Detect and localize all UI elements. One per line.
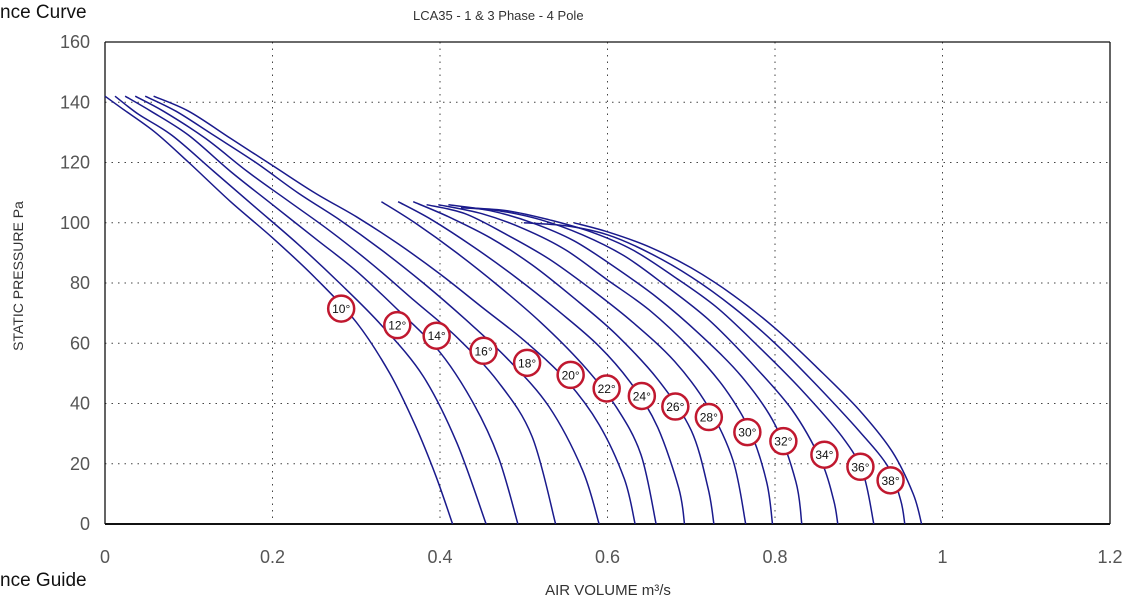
blade-angle-marker: 30°	[733, 417, 762, 447]
blade-angle-circle	[876, 466, 905, 495]
x-tick-label: 0.2	[260, 547, 285, 567]
blade-angle-label: 36°	[851, 460, 869, 474]
performance-curve	[412, 201, 715, 525]
y-tick-label: 0	[80, 514, 90, 534]
blade-angle-circle	[469, 336, 498, 366]
performance-curve	[124, 95, 519, 525]
blade-angle-label: 24°	[633, 389, 651, 403]
y-tick-label: 60	[70, 333, 90, 353]
y-tick-label: 80	[70, 273, 90, 293]
blade-angle-circle	[733, 417, 762, 447]
blade-angle-marker: 18°	[512, 348, 542, 378]
performance-curve	[114, 95, 487, 525]
section-heading-bottom: nce Guide	[0, 570, 87, 591]
blade-angle-label: 16°	[474, 344, 492, 358]
blade-angle-marker: 32°	[769, 426, 798, 456]
y-tick-label: 100	[60, 213, 90, 233]
blade-angle-label: 26°	[666, 400, 684, 414]
tick-labels: 0 0.2 0.4 0.6 0.8 1 1.2 0 20 40 60 80 100 120 140 160	[60, 32, 1123, 567]
performance-curve	[397, 201, 686, 525]
performance-curve	[134, 95, 557, 525]
performance-curve	[144, 95, 600, 525]
y-axis-label: STATIC PRESSURE Pa	[10, 201, 26, 351]
performance-curve	[153, 95, 636, 525]
blade-angle-marker: 28°	[694, 402, 724, 432]
blade-angle-labels: 10° 12° 14° 16° 18° 20° 22° 24° 26° 28° 30° 32° 34° 3…	[326, 294, 905, 495]
performance-curve	[438, 203, 774, 525]
x-tick-label: 0.6	[595, 547, 620, 567]
y-tick-label: 160	[60, 32, 90, 52]
x-tick-label: 0	[100, 547, 110, 567]
blade-angle-circle	[592, 374, 621, 403]
x-axis-label: AIR VOLUME m³/s	[545, 582, 671, 599]
y-tick-label: 40	[70, 394, 90, 414]
performance-curve	[448, 203, 803, 525]
blade-angle-marker: 24°	[627, 381, 657, 411]
blade-angle-marker: 20°	[556, 360, 585, 390]
blade-angle-label: 28°	[700, 411, 718, 425]
blade-angle-label: 38°	[881, 474, 899, 488]
axes	[104, 41, 1111, 525]
y-tick-label: 20	[70, 454, 90, 474]
blade-angle-label: 34°	[815, 448, 833, 462]
x-tick-label: 1.2	[1097, 547, 1122, 567]
blade-angle-marker: 36°	[846, 452, 875, 482]
performance-curve	[381, 201, 657, 525]
blade-angle-marker: 12°	[383, 310, 412, 340]
blade-angle-label: 12°	[388, 319, 406, 333]
blade-angle-circle	[383, 310, 412, 340]
blade-angle-circle	[326, 294, 356, 323]
blade-angle-circle	[769, 426, 798, 456]
x-tick-label: 0.4	[427, 547, 452, 567]
blade-angle-label: 32°	[774, 435, 792, 449]
blade-angle-marker: 26°	[661, 392, 690, 421]
blade-angle-label: 30°	[738, 426, 756, 440]
blade-angle-circle	[422, 321, 451, 350]
performance-curve	[104, 95, 454, 525]
chart-title: LCA35 - 1 & 3 Phase - 4 Pole	[413, 8, 584, 23]
y-tick-label: 120	[60, 153, 90, 173]
blade-angle-circle	[810, 440, 839, 469]
blade-angle-marker: 16°	[469, 336, 498, 366]
blade-angle-marker: 38°	[876, 466, 905, 495]
performance-curve	[573, 222, 923, 525]
blade-angle-circle	[846, 452, 875, 482]
grid	[105, 42, 1110, 524]
blade-angle-label: 20°	[562, 368, 580, 382]
blade-angle-circle	[627, 381, 657, 411]
performance-curve	[426, 203, 747, 525]
blade-angle-label: 18°	[518, 356, 536, 370]
blade-angle-circle	[512, 348, 542, 378]
blade-angle-label: 10°	[332, 302, 350, 316]
blade-angle-marker: 22°	[592, 374, 621, 403]
performance-curves	[104, 95, 923, 525]
blade-angle-marker: 14°	[422, 321, 451, 350]
blade-angle-marker: 34°	[810, 440, 839, 469]
y-tick-label: 140	[60, 92, 90, 112]
blade-angle-label: 22°	[598, 382, 616, 396]
x-tick-label: 1	[937, 547, 947, 567]
blade-angle-circle	[556, 360, 585, 390]
blade-angle-marker: 10°	[326, 294, 356, 323]
x-tick-label: 0.8	[762, 547, 787, 567]
blade-angle-circle	[661, 392, 690, 421]
performance-curve	[465, 206, 875, 525]
blade-angle-circle	[694, 402, 724, 432]
blade-angle-label: 14°	[428, 329, 446, 343]
section-heading-top: nce Curve	[0, 2, 87, 23]
